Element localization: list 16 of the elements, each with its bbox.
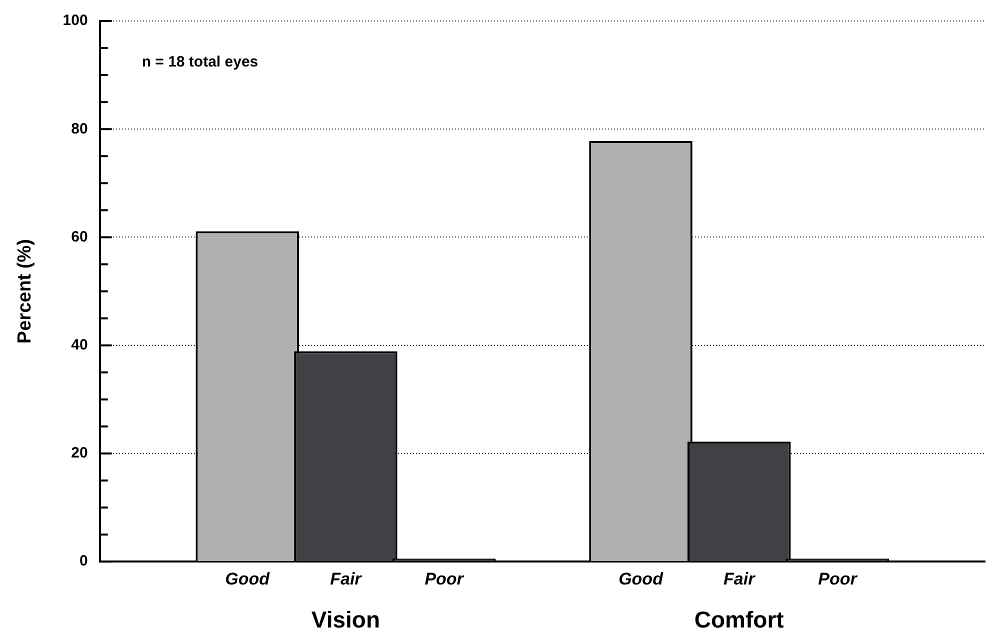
text: Vision [311, 606, 380, 632]
y-tick-label: 60 [71, 228, 88, 246]
x-tick-label: Fair [330, 569, 363, 588]
y-tick-label: 0 [79, 552, 88, 570]
y-tick-label: 100 [62, 12, 88, 30]
y-axis-title: Percent (%) [14, 239, 36, 344]
x-tick-label: Poor [424, 569, 465, 588]
x-tick-label: Good [225, 569, 270, 588]
x-tick-label: Poor [818, 569, 858, 588]
text: Comfort [694, 606, 784, 632]
x-tick-label: Good [618, 569, 664, 588]
y-tick-label: 40 [71, 336, 88, 354]
annotation: n = 18 total eyes [142, 54, 258, 71]
y-tick-label: 20 [71, 444, 88, 462]
x-tick-label: Fair [724, 569, 756, 588]
y-tick-label: 80 [71, 120, 88, 138]
